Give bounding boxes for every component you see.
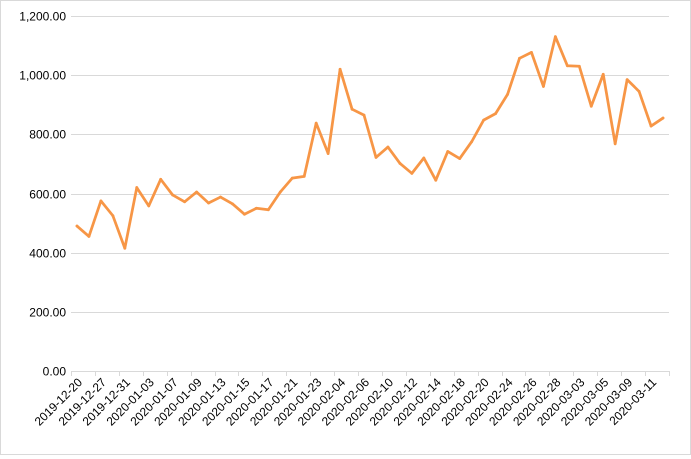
x-axis-tick-labels: 2019-12-202019-12-272019-12-312020-01-03… <box>32 375 660 429</box>
data-point <box>565 64 569 68</box>
y-tick-label: 600.00 <box>29 188 66 202</box>
data-point <box>350 107 354 111</box>
y-tick-label: 1,000.00 <box>19 69 66 83</box>
data-point <box>314 121 318 125</box>
data-point <box>601 72 605 76</box>
data-point <box>458 157 462 160</box>
data-point <box>290 176 294 180</box>
data-point <box>398 161 402 165</box>
data-point <box>87 235 91 238</box>
data-point <box>374 156 378 159</box>
y-tick-label: 1,200.00 <box>19 10 66 24</box>
data-point <box>470 140 474 144</box>
data-point <box>75 224 79 228</box>
series-line <box>75 35 665 250</box>
data-point <box>207 201 210 205</box>
data-point <box>219 195 222 199</box>
data-point <box>422 156 426 160</box>
data-point <box>482 118 486 122</box>
data-point <box>506 93 509 96</box>
data-point <box>278 190 282 194</box>
data-point <box>649 124 653 128</box>
data-point <box>254 206 258 210</box>
y-tick-label: 200.00 <box>29 306 66 320</box>
series-layer <box>75 35 665 250</box>
data-point <box>613 142 617 146</box>
data-point <box>135 186 139 189</box>
data-point <box>183 200 187 204</box>
y-tick-label: 800.00 <box>29 128 66 142</box>
data-point <box>446 150 450 153</box>
data-point <box>99 199 103 203</box>
data-point <box>542 85 545 88</box>
data-point <box>195 190 198 194</box>
data-point <box>231 202 234 206</box>
data-point <box>147 204 151 208</box>
y-tick-label: 400.00 <box>29 247 66 261</box>
data-point <box>637 90 641 93</box>
y-axis-tick-labels: 0.00 200.00 400.00 600.00 800.00 1,000.00 1,20… <box>19 10 66 379</box>
data-point <box>494 112 497 116</box>
data-point <box>362 113 366 117</box>
data-point <box>577 64 581 68</box>
data-point <box>159 177 163 181</box>
data-point <box>338 67 342 71</box>
data-point <box>326 152 330 155</box>
data-point <box>171 193 175 197</box>
data-point <box>625 78 629 81</box>
data-point <box>243 212 246 216</box>
data-point <box>111 214 115 218</box>
x-axis <box>71 371 670 376</box>
data-point <box>410 171 414 175</box>
data-point <box>302 174 306 178</box>
data-point <box>434 178 438 182</box>
data-point <box>386 145 390 149</box>
data-point <box>518 56 521 60</box>
data-point <box>266 208 270 212</box>
y-tick-label: 0.00 <box>43 365 67 379</box>
data-point <box>661 116 665 120</box>
data-point <box>530 50 533 54</box>
data-point <box>589 104 593 108</box>
data-point <box>553 35 557 39</box>
data-point <box>123 246 127 250</box>
